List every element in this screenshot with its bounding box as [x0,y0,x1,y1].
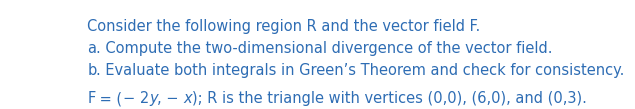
Text: b: b [87,63,97,78]
Text: F: F [87,91,95,106]
Text: ); R is the triangle with vertices (0,0), (6,0), and (0,3).: ); R is the triangle with vertices (0,0)… [192,91,587,106]
Text: x: x [184,91,192,106]
Text: a: a [87,41,97,56]
Text: . Compute the two-dimensional divergence of the vector field.: . Compute the two-dimensional divergence… [97,41,552,56]
Text: , −: , − [157,91,184,106]
Text: Consider the following region R and the vector field F.: Consider the following region R and the … [87,19,481,34]
Text: . Evaluate both integrals in Green’s Theorem and check for consistency.: . Evaluate both integrals in Green’s The… [97,63,625,78]
Text: − 2: − 2 [123,91,149,106]
Text: y: y [149,91,157,106]
Text: = (: = ( [95,91,123,106]
